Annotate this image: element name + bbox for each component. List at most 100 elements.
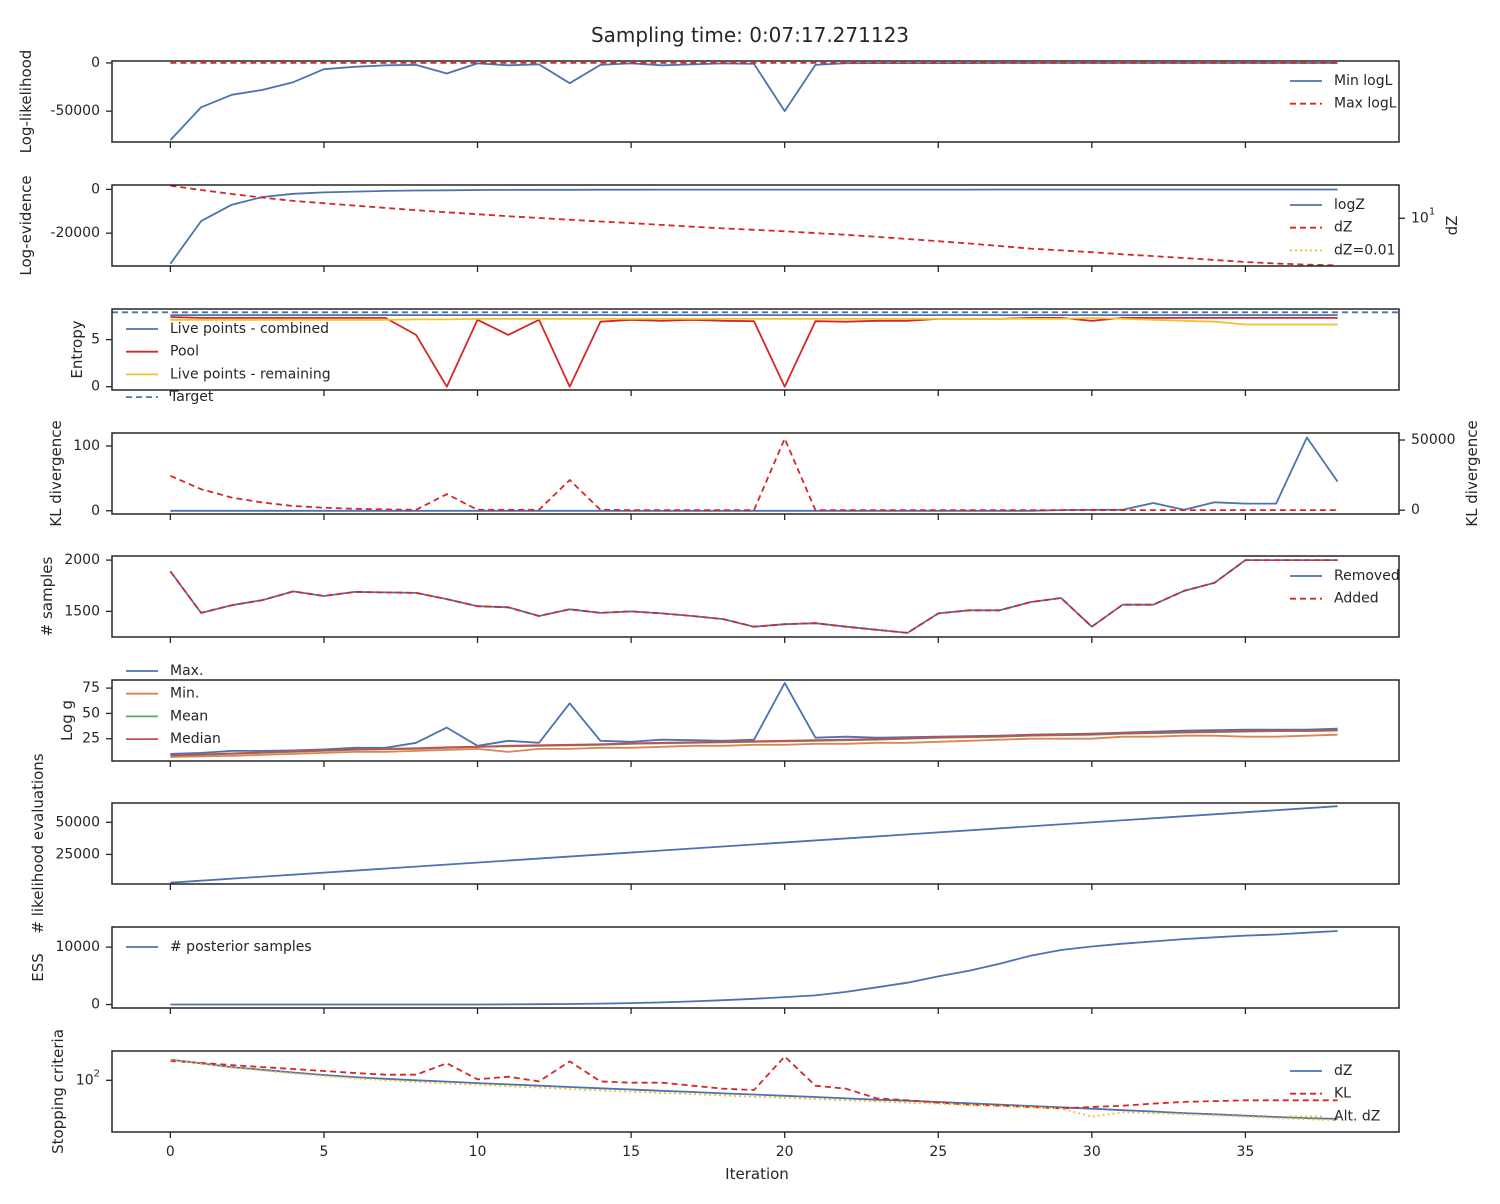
series-line-live-points-remaining [170, 316, 1338, 326]
y-axis-label: KL divergence [47, 420, 65, 526]
legend-label-logz: logZ [1334, 197, 1365, 213]
y-axis-label: ESS [29, 953, 47, 982]
legend-label-removed: Removed [1334, 568, 1400, 584]
legend-label-live-points-remaining: Live points - remaining [170, 366, 331, 382]
series-group [170, 682, 1338, 758]
y-tick-label: 102 [76, 1068, 100, 1088]
x-tick-label: 15 [622, 1144, 640, 1160]
axes-frame [111, 60, 1400, 143]
legend-label-median: Median [170, 731, 221, 747]
series-line-dz [170, 1058, 1338, 1120]
panel-likelihoodevaluations: 25000 50000 # likelihood evaluations [29, 753, 1400, 934]
y-axis-label: Entropy [68, 320, 86, 378]
series-line-removed [169, 559, 1338, 634]
series-line-likelihood-evaluations [170, 805, 1338, 884]
series-group [170, 1055, 1338, 1122]
series-group [112, 185, 1399, 266]
axes-frame [111, 679, 1400, 762]
x-axis-label: Iteration [725, 1165, 789, 1183]
series-line-kl [170, 1055, 1338, 1110]
y-tick-label: 0 [91, 997, 100, 1013]
panels: 0 -50000 Log-likelihood Min logL Max logL 0 -2… [17, 50, 1481, 1160]
series-line-max [170, 682, 1338, 755]
series-group [170, 805, 1338, 884]
y2-tick-label: 101 [1411, 206, 1435, 226]
axes-frame [111, 184, 1400, 267]
legend: # posterior samples [126, 939, 312, 955]
axes-frame [111, 802, 1400, 885]
series-line-dz [170, 185, 1338, 266]
series-group [170, 930, 1338, 1006]
series-line-kl-divergence [170, 436, 1339, 512]
y-tick-label: 25 [82, 731, 100, 747]
y2-axis-label: dZ [1443, 216, 1461, 236]
y-axis-label: # likelihood evaluations [29, 753, 47, 933]
y2-tick-label: 0 [1411, 502, 1420, 518]
y2-tick-label: 50000 [1411, 432, 1456, 448]
series-line-alt-dz [170, 1059, 1338, 1122]
y-tick-label: 0 [91, 379, 100, 395]
y-tick-label: 5 [91, 332, 100, 348]
y-axis-label: Log-likelihood [17, 50, 35, 154]
legend: Live points - combined Pool Live points - … [126, 321, 331, 405]
y-tick-label: 0 [91, 55, 100, 71]
y-tick-label: 75 [82, 680, 100, 696]
x-tick-label: 30 [1083, 1144, 1101, 1160]
panel-logevidence: 0 -20000 101 Log-evidence dZ logZ dZ dZ=0.01 [17, 175, 1461, 275]
series-line-kl-divergence-right [170, 437, 1338, 512]
panel-loglikelihood: 0 -50000 Log-likelihood Min logL Max logL [17, 50, 1400, 154]
y-tick-label: 1500 [64, 603, 100, 619]
y-tick-label: 10000 [55, 939, 100, 955]
x-tick-label: 20 [776, 1144, 794, 1160]
panel-ess: 0 10000 ESS # posterior samples [29, 926, 1400, 1014]
x-tick-label: 0 [166, 1144, 175, 1160]
legend-label-min-logl: Min logL [1334, 73, 1393, 89]
y-tick-label: -20000 [50, 225, 100, 241]
series-line-pool [170, 316, 1338, 388]
y-axis-label: Stopping criteria [49, 1029, 67, 1154]
y-tick-label: 0 [91, 503, 100, 519]
series-line-min [170, 733, 1338, 758]
legend-label-live-points-combined: Live points - combined [170, 321, 329, 337]
panel-entropy: 0 5 Entropy Live points - combinedPoolLive … [68, 308, 1400, 405]
legend-label-mean: Mean [170, 708, 208, 724]
chart-title: Sampling time: 0:07:17.271123 [591, 23, 909, 47]
legend: Max. Min. Mean Median [126, 663, 221, 747]
legend-label-kl: KL [1334, 1086, 1351, 1102]
series-group [169, 559, 1338, 634]
y2-axis-label: KL divergence [1463, 420, 1481, 526]
axes-frame [111, 432, 1400, 515]
y-tick-label: 0 [91, 181, 100, 197]
axes-frame [111, 308, 1400, 391]
legend-label-dz-0-01: dZ=0.01 [1334, 242, 1395, 258]
series-line-added [169, 559, 1338, 634]
y-tick-label: 2000 [64, 552, 100, 568]
legend: dZ KL Alt. dZ [1290, 1063, 1380, 1124]
legend-label-target: Target [169, 389, 214, 405]
legend: Min logL Max logL [1290, 73, 1397, 112]
x-tick-label: 25 [929, 1144, 947, 1160]
panel-kldivergence: 0 100 0 50000 KL divergence KL divergence [47, 420, 1481, 526]
axes-frame [111, 1050, 1400, 1133]
legend: logZ dZ dZ=0.01 [1290, 197, 1395, 258]
series-line-logz [169, 188, 1338, 265]
legend-label-max: Max. [170, 663, 203, 679]
y-tick-label: 50000 [55, 814, 100, 830]
x-tick-label: 5 [319, 1144, 328, 1160]
y-axis-label: # samples [38, 556, 56, 636]
legend-label-dz: dZ [1334, 220, 1352, 236]
legend-label-dz: dZ [1334, 1063, 1352, 1079]
panel-logg: 25 50 75 Log g Max. Min. Mean Median [58, 663, 1400, 767]
panel-nsamples: 1500 2000 # samples Removed Added [38, 552, 1400, 643]
axes-frame [111, 555, 1400, 638]
legend-label-posterior-samples: # posterior samples [170, 939, 312, 955]
axes-frame [111, 926, 1400, 1009]
legend-label-max-logl: Max logL [1334, 96, 1397, 112]
series-group [112, 311, 1399, 388]
series-group [170, 436, 1339, 512]
y-axis-label: Log g [58, 700, 76, 741]
x-tick-label: 35 [1237, 1144, 1255, 1160]
x-tick-label: 10 [469, 1144, 487, 1160]
